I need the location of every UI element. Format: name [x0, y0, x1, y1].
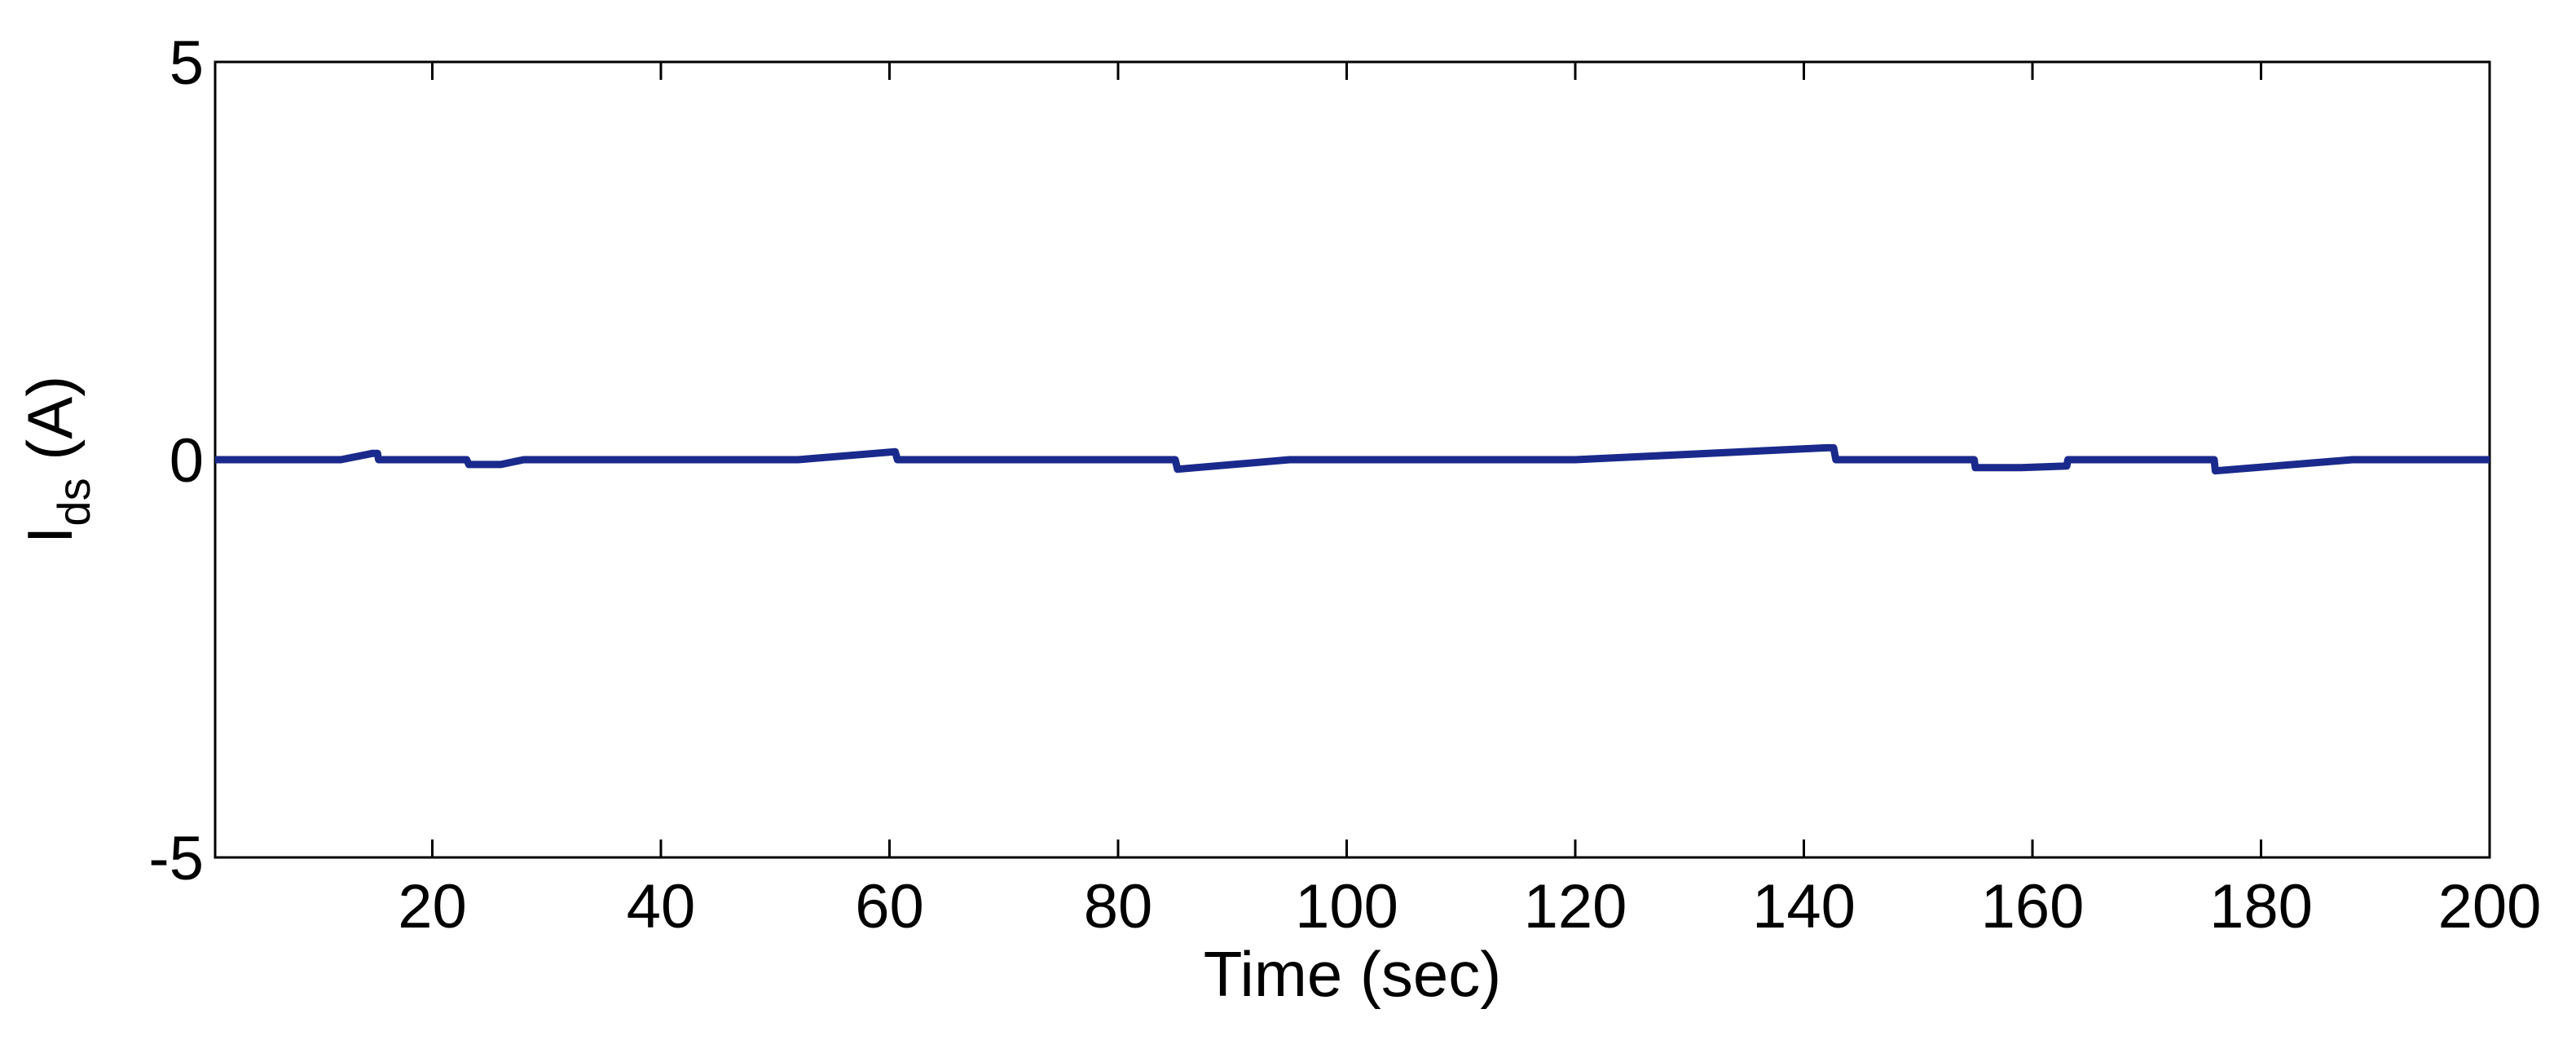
x-tick-label: 120	[1524, 872, 1627, 941]
series-line-0	[215, 443, 2490, 475]
y-axis-label-base: I	[14, 527, 86, 544]
x-tick-label: 80	[1084, 872, 1153, 941]
x-tick-label: 60	[855, 872, 924, 941]
y-axis-ticks: -5 0 5	[148, 29, 2490, 893]
y-tick-label: 5	[170, 29, 204, 98]
y-axis-label-suffix: (A)	[14, 376, 86, 478]
x-axis-ticks: 20 40 60 80 100 120 140 160 180 200	[398, 62, 2541, 941]
y-axis-label-subscript: ds	[48, 478, 99, 526]
y-axis-label: Ids (A)	[14, 376, 99, 544]
x-axis-label: Time (sec)	[1204, 938, 1501, 1010]
y-tick-label: -5	[148, 824, 204, 893]
x-tick-label: 160	[1981, 872, 2085, 941]
x-tick-label: 200	[2438, 872, 2542, 941]
x-tick-label: 20	[398, 872, 467, 941]
series-layer	[215, 443, 2490, 475]
x-tick-label: 40	[627, 872, 696, 941]
y-tick-label: 0	[170, 426, 204, 496]
x-tick-label: 180	[2209, 872, 2313, 941]
x-tick-label: 100	[1295, 872, 1398, 941]
x-tick-label: 140	[1752, 872, 1856, 941]
